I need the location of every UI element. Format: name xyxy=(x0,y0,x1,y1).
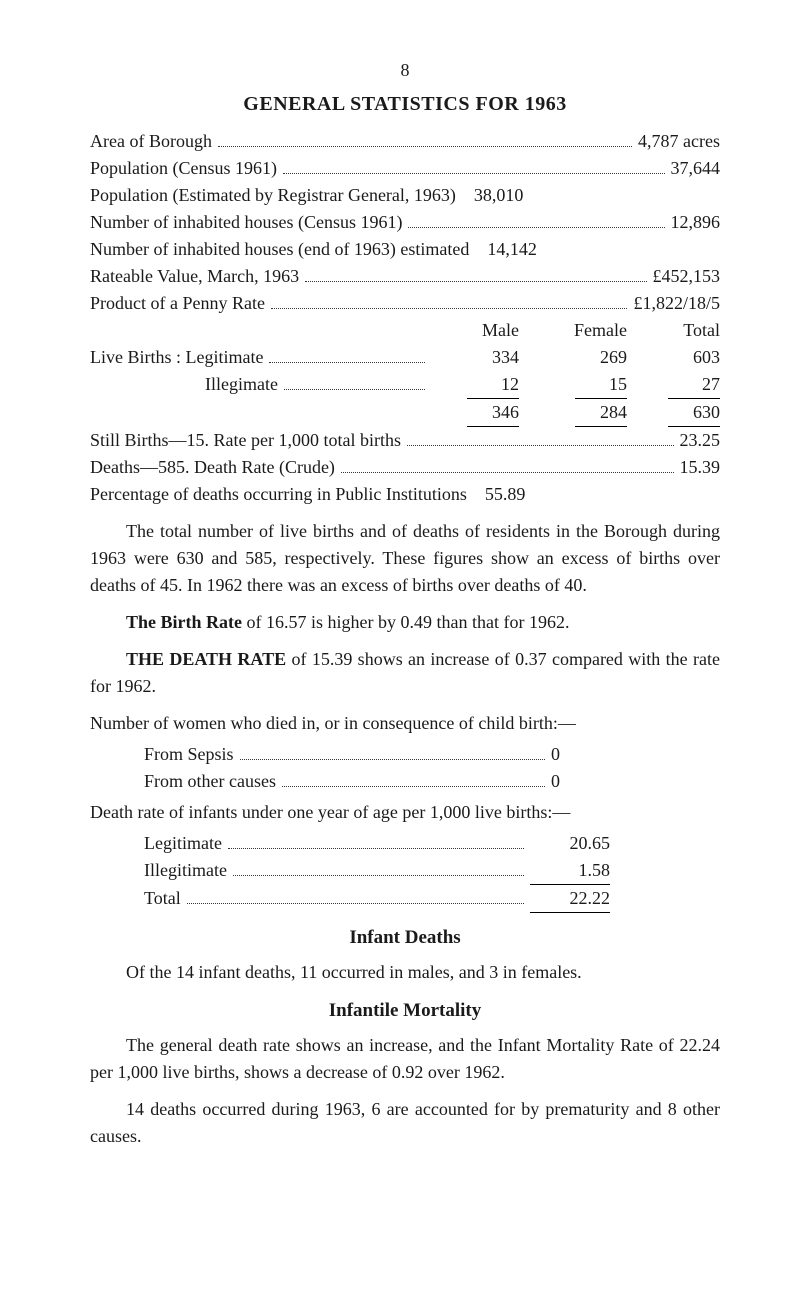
rate-value: 55.89 xyxy=(485,481,526,508)
infantile-para2: 14 deaths occurred during 1963, 6 are ac… xyxy=(90,1096,720,1150)
stat-houses-est: Number of inhabited houses (end of 1963)… xyxy=(90,236,720,263)
dots xyxy=(240,759,545,760)
total-value: 22.22 xyxy=(530,885,610,912)
paragraph-birth-rate: The Birth Rate of 16.57 is higher by 0.4… xyxy=(90,609,720,636)
rate-value: 23.25 xyxy=(680,427,721,454)
other-value: 0 xyxy=(551,768,560,795)
total-line: Total 22.22 xyxy=(144,885,720,912)
rate-death: Deaths—585. Death Rate (Crude) 15.39 xyxy=(90,454,720,481)
illegit-rate-label: Illegitimate xyxy=(144,857,227,884)
stat-label: Population (Estimated by Registrar Gener… xyxy=(90,182,456,209)
stat-value: 37,644 xyxy=(671,155,721,182)
total-label: Total xyxy=(144,885,181,912)
death-rate-label: THE DEATH RATE xyxy=(126,649,286,669)
main-heading: GENERAL STATISTICS FOR 1963 xyxy=(90,93,720,116)
rule xyxy=(530,912,610,913)
dots xyxy=(407,445,674,446)
stat-penny: Product of a Penny Rate £1,822/18/5 xyxy=(90,290,720,317)
legit-rate-value: 20.65 xyxy=(530,830,610,857)
page-number: 8 xyxy=(90,60,720,81)
legit-rate-label: Legitimate xyxy=(144,830,222,857)
birth-rate-label: The Birth Rate xyxy=(126,612,242,632)
stat-label: Population (Census 1961) xyxy=(90,155,277,182)
dots xyxy=(228,848,524,849)
stat-label: Rateable Value, March, 1963 xyxy=(90,263,299,290)
other-label: From other causes xyxy=(144,768,276,795)
sepsis-value: 0 xyxy=(551,741,560,768)
illegit-rate-value: 1.58 xyxy=(530,857,610,884)
infant-deaths-para: Of the 14 infant deaths, 11 occurred in … xyxy=(90,959,720,986)
rate-value: 15.39 xyxy=(680,454,721,481)
births-row-legitimate: Live Births : Legitimate 334 269 603 xyxy=(90,344,720,371)
dots xyxy=(187,903,524,904)
sepsis-line: From Sepsis 0 xyxy=(144,741,720,768)
infantile-heading: Infantile Mortality xyxy=(90,1000,720,1022)
stat-houses-census: Number of inhabited houses (Census 1961)… xyxy=(90,209,720,236)
cell-female: 15 xyxy=(519,371,627,398)
col-total-header: Total xyxy=(627,317,720,344)
dots xyxy=(233,875,524,876)
total-female: 284 xyxy=(519,399,627,426)
stat-label: Number of inhabited houses (Census 1961) xyxy=(90,209,402,236)
rate-pct: Percentage of deaths occurring in Public… xyxy=(90,481,720,508)
infant-rate-label: Death rate of infants under one year of … xyxy=(90,799,720,826)
dots xyxy=(305,281,646,282)
rate-label: Percentage of deaths occurring in Public… xyxy=(90,481,467,508)
sepsis-label: From Sepsis xyxy=(144,741,234,768)
stat-label: Area of Borough xyxy=(90,128,212,155)
paragraph-death-rate: THE DEATH RATE of 15.39 shows an increas… xyxy=(90,646,720,700)
stat-rateable: Rateable Value, March, 1963 £452,153 xyxy=(90,263,720,290)
dots xyxy=(282,786,545,787)
col-male-header: Male xyxy=(431,317,519,344)
stat-value: 38,010 xyxy=(474,182,524,209)
page: 8 GENERAL STATISTICS FOR 1963 Area of Bo… xyxy=(0,0,800,1200)
legit-rate-line: Legitimate 20.65 xyxy=(144,830,720,857)
stat-value: £452,153 xyxy=(653,263,721,290)
stat-value: £1,822/18/5 xyxy=(633,290,720,317)
rate-still: Still Births—15. Rate per 1,000 total bi… xyxy=(90,427,720,454)
stat-pop-est: Population (Estimated by Registrar Gener… xyxy=(90,182,720,209)
birth-rate-text: of 16.57 is higher by 0.49 than that for… xyxy=(242,612,569,632)
cell-total: 27 xyxy=(627,371,720,398)
stat-label: Number of inhabited houses (end of 1963)… xyxy=(90,236,469,263)
cell-male: 12 xyxy=(431,371,519,398)
infant-deaths-heading: Infant Deaths xyxy=(90,927,720,949)
stat-area: Area of Borough 4,787 acres xyxy=(90,128,720,155)
row-label: Live Births : Legitimate xyxy=(90,344,263,371)
stat-value: 14,142 xyxy=(487,236,537,263)
col-female-header: Female xyxy=(519,317,627,344)
births-totals: 346 284 630 xyxy=(90,399,720,426)
stat-value: 12,896 xyxy=(671,209,721,236)
rate-label: Still Births—15. Rate per 1,000 total bi… xyxy=(90,427,401,454)
paragraph-summary: The total number of live births and of d… xyxy=(90,518,720,599)
births-row-illegimate: Illegimate 12 15 27 xyxy=(90,371,720,398)
infantile-para1: The general death rate shows an increase… xyxy=(90,1032,720,1086)
dots xyxy=(218,146,632,147)
cell-female: 269 xyxy=(519,344,627,371)
row-label: Illegimate xyxy=(90,371,278,398)
cell-male: 334 xyxy=(431,344,519,371)
dots xyxy=(269,362,425,363)
illegit-rate-line: Illegitimate 1.58 xyxy=(144,857,720,884)
stat-value: 4,787 acres xyxy=(638,128,720,155)
dots xyxy=(283,173,665,174)
births-table-header: Male Female Total xyxy=(90,317,720,344)
total-total: 630 xyxy=(627,399,720,426)
cell-total: 603 xyxy=(627,344,720,371)
stat-pop-census: Population (Census 1961) 37,644 xyxy=(90,155,720,182)
dots xyxy=(284,389,425,390)
rule-wrap xyxy=(90,912,720,913)
other-line: From other causes 0 xyxy=(144,768,720,795)
dots xyxy=(271,308,628,309)
dots xyxy=(341,472,674,473)
stat-label: Product of a Penny Rate xyxy=(90,290,265,317)
rate-label: Deaths—585. Death Rate (Crude) xyxy=(90,454,335,481)
dots xyxy=(408,227,664,228)
total-male: 346 xyxy=(431,399,519,426)
women-label: Number of women who died in, or in conse… xyxy=(90,710,720,737)
